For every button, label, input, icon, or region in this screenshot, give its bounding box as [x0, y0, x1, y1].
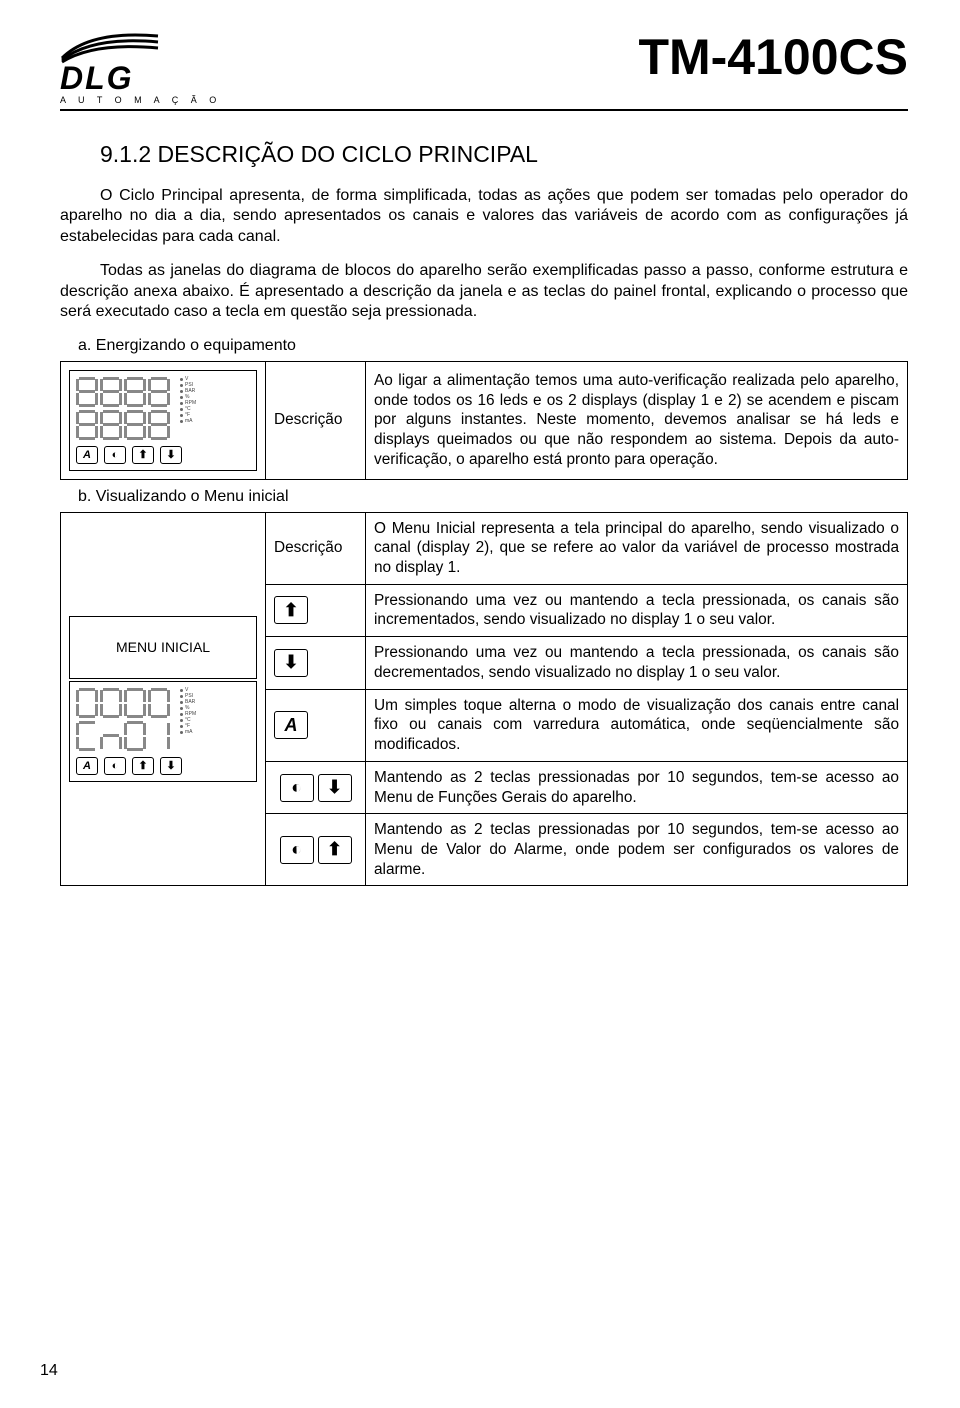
row-text-1: Pressionando uma vez ou mantendo a tecla…	[366, 584, 908, 636]
row-btn-up: ⬆	[266, 584, 366, 636]
item-b-heading: b. Visualizando o Menu inicial	[78, 488, 908, 506]
panel-btn-globe: ◐	[104, 757, 126, 775]
row-btn-a: A	[266, 689, 366, 761]
table-item-b: MENU INICIAL	[60, 512, 908, 887]
menu-initial-box: MENU INICIAL	[69, 616, 257, 680]
logo-waves-icon	[60, 28, 160, 64]
diagram-cell-b: MENU INICIAL	[61, 512, 266, 886]
led-column-b: V PSI BAR % RPM °C °F mA	[180, 688, 196, 735]
logo-text: DLG	[60, 64, 134, 93]
logo-block: DLG A U T O M A Ç Ã O	[60, 28, 221, 105]
product-title: TM-4100CS	[638, 28, 908, 86]
paragraph-2: Todas as janelas do diagrama de blocos d…	[60, 261, 908, 322]
desc-text-a: Ao ligar a alimentação temos uma auto-ve…	[366, 361, 908, 479]
row-text-2: Pressionando uma vez ou mantendo a tecla…	[366, 637, 908, 689]
paragraph-1: O Ciclo Principal apresenta, de forma si…	[60, 186, 908, 247]
down-arrow-icon: ⬇	[274, 649, 308, 677]
panel-diagram-a: V PSI BAR % RPM °C °F mA A ◐ ⬆ ⬇	[69, 370, 257, 471]
panel-btn-down: ⬇	[160, 446, 182, 464]
globe-icon: ◐	[280, 836, 314, 864]
page-header: DLG A U T O M A Ç Ã O TM-4100CS	[60, 28, 908, 111]
led-column: V PSI BAR % RPM °C °F mA	[180, 377, 196, 424]
row-text-3: Um simples toque alterna o modo de visua…	[366, 689, 908, 761]
diagram-cell-a: V PSI BAR % RPM °C °F mA A ◐ ⬆ ⬇	[61, 361, 266, 479]
row-btn-down: ⬇	[266, 637, 366, 689]
row-btn-globe-down: ◐ ⬇	[266, 761, 366, 813]
panel-btn-up: ⬆	[132, 446, 154, 464]
row-label-desc: Descrição	[266, 512, 366, 584]
item-a-heading: a. Energizando o equipamento	[78, 337, 908, 355]
a-button-icon: A	[274, 711, 308, 739]
table-item-a: V PSI BAR % RPM °C °F mA A ◐ ⬆ ⬇	[60, 361, 908, 480]
down-arrow-icon: ⬇	[318, 774, 352, 802]
up-arrow-icon: ⬆	[318, 836, 352, 864]
panel-diagram-b: V PSI BAR % RPM °C °F mA A ◐ ⬆ ⬇	[69, 681, 257, 782]
up-arrow-icon: ⬆	[274, 596, 308, 624]
section-title: 9.1.2 DESCRIÇÃO DO CICLO PRINCIPAL	[100, 141, 908, 168]
panel-btn-a: A	[76, 757, 98, 775]
panel-btn-globe: ◐	[104, 446, 126, 464]
logo-subtitle: A U T O M A Ç Ã O	[60, 95, 221, 105]
panel-btn-down: ⬇	[160, 757, 182, 775]
page-number: 14	[40, 1362, 58, 1380]
row-text-4: Mantendo as 2 teclas pressionadas por 10…	[366, 761, 908, 813]
panel-btn-up: ⬆	[132, 757, 154, 775]
globe-icon: ◐	[280, 774, 314, 802]
desc-label-a: Descrição	[266, 361, 366, 479]
row-text-5: Mantendo as 2 teclas pressionadas por 10…	[366, 814, 908, 886]
row-text-0: O Menu Inicial representa a tela princip…	[366, 512, 908, 584]
row-btn-globe-up: ◐ ⬆	[266, 814, 366, 886]
panel-btn-a: A	[76, 446, 98, 464]
